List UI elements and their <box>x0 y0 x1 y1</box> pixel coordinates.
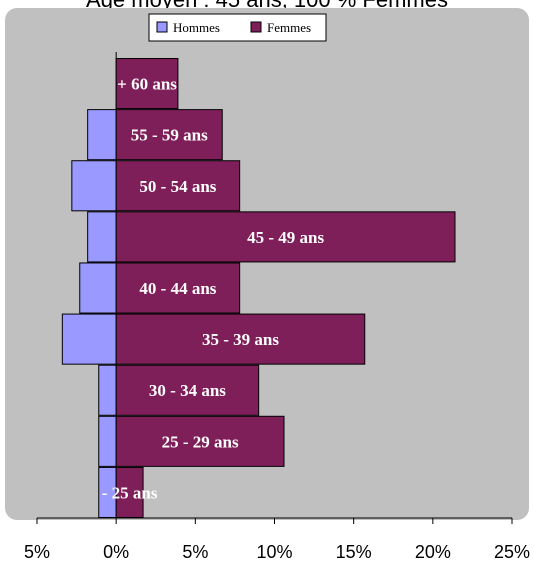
bar-hommes <box>98 415 117 467</box>
bar-femmes <box>115 313 366 365</box>
legend-label-hommes: Hommes <box>173 20 220 35</box>
bar-femmes <box>115 211 456 263</box>
x-tick-label: 25% <box>494 542 530 562</box>
x-tick-label: 20% <box>415 542 451 562</box>
legend: Hommes Femmes <box>148 13 327 42</box>
category-label: + 60 ans <box>117 75 177 94</box>
bar-femmes <box>115 160 241 212</box>
category-label: 40 - 44 ans <box>139 279 216 298</box>
legend-swatch-femmes <box>250 21 262 33</box>
bar-hommes <box>61 313 117 365</box>
bar-hommes <box>98 364 117 416</box>
category-label: 45 - 49 ans <box>247 228 324 247</box>
bar-hommes <box>87 211 117 263</box>
legend-swatch-hommes <box>156 21 168 33</box>
bar-femmes <box>115 466 144 518</box>
bar-hommes <box>87 109 117 161</box>
bar-femmes <box>115 262 241 314</box>
bar-hommes <box>71 160 117 212</box>
x-tick-label: 0% <box>103 542 129 562</box>
category-label: 55 - 59 ans <box>131 126 208 145</box>
category-label: 35 - 39 ans <box>202 330 279 349</box>
category-label: - 25 ans <box>102 483 158 502</box>
legend-label-femmes: Femmes <box>267 20 311 35</box>
bar-hommes <box>79 262 117 314</box>
bar-femmes <box>115 109 223 161</box>
x-tick-label: 5% <box>24 542 50 562</box>
x-tick-label: 5% <box>182 542 208 562</box>
bar-femmes <box>115 58 179 110</box>
bar-femmes <box>115 364 260 416</box>
category-label: 30 - 34 ans <box>149 381 226 400</box>
category-label: 25 - 29 ans <box>162 432 239 451</box>
category-label: 50 - 54 ans <box>139 177 216 196</box>
x-tick-label: 10% <box>256 542 292 562</box>
bar-femmes <box>115 415 285 467</box>
x-tick-label: 15% <box>336 542 372 562</box>
legend-box <box>148 13 327 42</box>
